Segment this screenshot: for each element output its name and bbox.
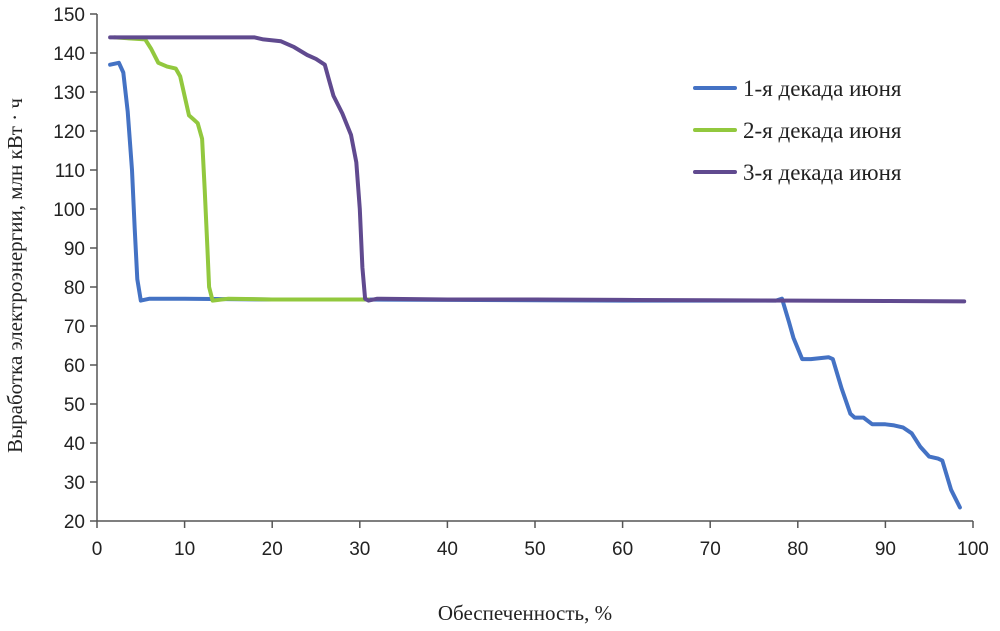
y-tick-label: 140 <box>53 44 85 65</box>
x-tick-label: 0 <box>92 539 103 560</box>
x-axis-title: Обеспеченность, % <box>438 601 612 625</box>
y-tick-label: 120 <box>53 122 85 143</box>
legend-label-3: 3-я декада июня <box>743 160 902 185</box>
y-tick-label: 30 <box>64 473 85 494</box>
y-axis-title: Выработка электроэнергии, млн кВт · ч <box>3 98 27 453</box>
legend: 1-я декада июня 2-я декада июня 3-я декада… <box>693 76 902 185</box>
y-tick-label: 100 <box>53 200 85 221</box>
x-tick-label: 80 <box>787 539 808 560</box>
x-tick-label: 90 <box>875 539 896 560</box>
y-tick-label: 90 <box>64 239 85 260</box>
series-group <box>108 35 967 510</box>
y-tick-label: 80 <box>64 278 85 299</box>
x-tick-label: 40 <box>437 539 458 560</box>
series-line-2 <box>112 35 371 303</box>
x-tick-label: 10 <box>174 539 195 560</box>
y-tick-label: 150 <box>53 5 85 26</box>
x-tick-label: 30 <box>349 539 370 560</box>
y-ticks: 20 30 40 50 60 70 80 90 100 110 120 130 140 150 <box>53 5 97 533</box>
x-tick-label: 50 <box>524 539 545 560</box>
y-tick-label: 50 <box>64 395 85 416</box>
y-tick-label: 70 <box>64 317 85 338</box>
x-tick-label: 60 <box>612 539 633 560</box>
x-ticks: 0 10 20 30 40 50 60 70 80 90 100 <box>92 521 989 560</box>
x-tick-label: 70 <box>700 539 721 560</box>
y-tick-label: 60 <box>64 356 85 377</box>
y-tick-label: 40 <box>64 434 85 455</box>
x-tick-label: 20 <box>262 539 283 560</box>
legend-label-2: 2-я декада июня <box>743 118 902 143</box>
legend-label-1: 1-я декада июня <box>743 76 902 101</box>
x-tick-label: 100 <box>957 539 989 560</box>
y-tick-label: 130 <box>53 83 85 104</box>
series-line-1 <box>108 60 962 510</box>
series-line-3 <box>108 35 967 304</box>
y-tick-label: 110 <box>55 161 85 182</box>
y-tick-label: 20 <box>64 512 85 533</box>
